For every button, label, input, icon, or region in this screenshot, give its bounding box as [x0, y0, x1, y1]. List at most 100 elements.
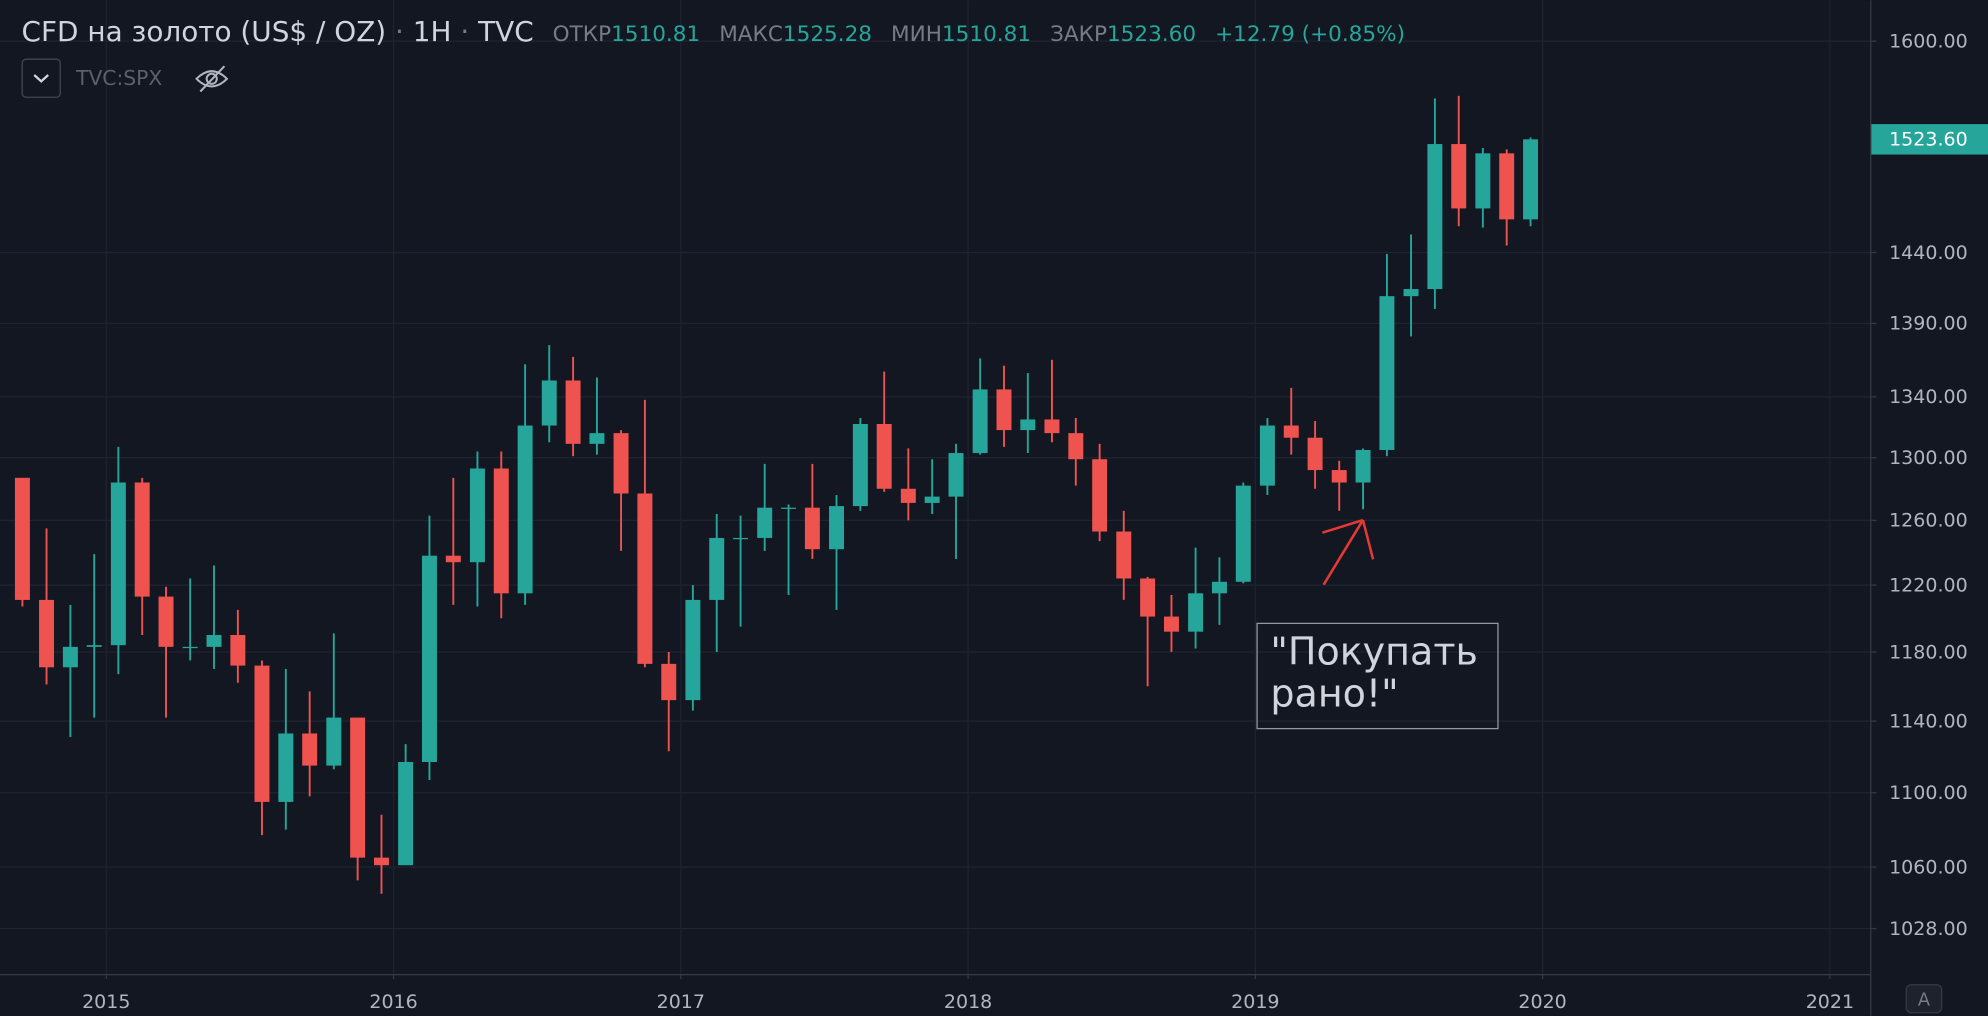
eye-slash [199, 65, 226, 93]
candle-body [39, 599, 55, 668]
candle-body [517, 425, 533, 594]
candle-body [972, 389, 988, 454]
hide-icon[interactable] [195, 65, 229, 93]
symbol-title[interactable]: CFD на золото (US$ / OZ) [22, 15, 387, 48]
annotation-line: рано!" [1270, 671, 1398, 715]
y-tick-label: 1340.00 [1889, 386, 1968, 408]
ohlc-value: 1523.60 [1107, 22, 1196, 47]
candle-body [948, 453, 964, 497]
annotation-line: "Покупать [1270, 630, 1478, 674]
candle-body [1499, 153, 1515, 220]
candle-body [1140, 578, 1156, 617]
separator: · [395, 15, 413, 48]
candle-body [1211, 581, 1227, 594]
candle-body [565, 380, 581, 444]
candle-body [86, 645, 102, 647]
interval[interactable]: 1H [413, 15, 452, 48]
candle-body [110, 482, 126, 646]
candle-body [1259, 425, 1275, 486]
arrow-shaft [1322, 519, 1365, 586]
candle-body [1235, 485, 1251, 582]
compare-symbol[interactable]: TVC:SPX [75, 66, 162, 90]
candle-body [374, 857, 389, 866]
candle-body [1379, 296, 1395, 450]
candle-body [1475, 153, 1491, 209]
candle-body [1451, 144, 1467, 209]
collapse-button[interactable] [21, 58, 61, 98]
candle-body [1355, 449, 1371, 483]
candle-body [445, 555, 461, 563]
candle-body [398, 761, 414, 866]
candle-body [421, 555, 437, 762]
y-tick-label: 1300.00 [1889, 447, 1968, 469]
eye-pupil [205, 72, 218, 85]
candle-body [781, 507, 797, 509]
x-tick-label: 2020 [1518, 991, 1566, 1013]
candle-body [1044, 419, 1060, 434]
candle-body [1116, 531, 1132, 579]
candle-body [206, 635, 222, 647]
ohlc-value: 1525.28 [783, 22, 872, 47]
candle-body [1020, 419, 1036, 431]
candle-body [1427, 144, 1443, 290]
candle-body [733, 537, 749, 540]
y-tick-label: 1440.00 [1889, 242, 1968, 264]
candle-body [924, 496, 940, 503]
candle-body [757, 507, 773, 538]
candle-body [254, 665, 270, 802]
candle-body [302, 733, 318, 766]
candle-body [900, 488, 916, 503]
candle-body [1307, 437, 1323, 471]
chevron-icon [33, 74, 49, 83]
candle-body [469, 468, 485, 563]
ohlc-label: ЗАКР [1050, 22, 1107, 47]
candle-body [134, 482, 150, 597]
grid [0, 0, 1871, 974]
candle-body [1163, 616, 1179, 632]
candle-body [182, 646, 198, 649]
candle-body [1403, 289, 1419, 297]
y-tick-label: 1180.00 [1889, 641, 1968, 663]
ohlc-value: 1510.81 [611, 22, 700, 47]
ohlc-label: ОТКР [553, 22, 611, 47]
arrow-head [1361, 519, 1375, 560]
annotation-arrow[interactable] [1321, 518, 1375, 586]
candle-body [1092, 459, 1108, 532]
candle-body [158, 596, 174, 647]
y-tick-label: 1100.00 [1889, 782, 1968, 804]
legend-row: CFD на золото (US$ / OZ) · 1H · TVC ОТКР… [22, 15, 1405, 48]
candle-body [852, 424, 868, 507]
arrow-head [1321, 518, 1364, 534]
candle-body [589, 433, 605, 444]
candle-body [493, 468, 509, 594]
y-tick-label: 1140.00 [1889, 710, 1968, 732]
auto-scale-button[interactable] [1905, 984, 1943, 1014]
candle-body [661, 663, 677, 701]
candle-body [876, 424, 892, 489]
x-tick-label: 2015 [82, 991, 130, 1013]
candle-body [14, 477, 30, 600]
axes: 1600.00 1440.00 1390.00 1340.00 1300.00 1260.… [82, 31, 1988, 1013]
candle-body [230, 635, 246, 666]
x-tick-label: 2017 [657, 991, 705, 1013]
ohlc-value: 1510.81 [942, 22, 1031, 47]
y-tick-label: 1060.00 [1889, 856, 1968, 878]
auto-scale-label: A [1918, 991, 1930, 1011]
y-tick-label: 1390.00 [1889, 313, 1968, 335]
change: +12.79 (+0.85%) [1215, 22, 1405, 47]
candle-body [1188, 593, 1204, 632]
candle-body [541, 380, 557, 426]
candles [14, 95, 1539, 894]
candle-body [1523, 139, 1539, 220]
y-tick-label: 1260.00 [1889, 510, 1968, 532]
candle-body [996, 389, 1012, 431]
annotation-box[interactable] [1256, 622, 1499, 730]
candle-body [326, 717, 342, 766]
x-tick-label: 2021 [1806, 991, 1854, 1013]
last-price-label: 1523.60 [1889, 129, 1968, 151]
candle-body [1068, 433, 1084, 460]
y-tick-label: 1600.00 [1889, 31, 1968, 53]
